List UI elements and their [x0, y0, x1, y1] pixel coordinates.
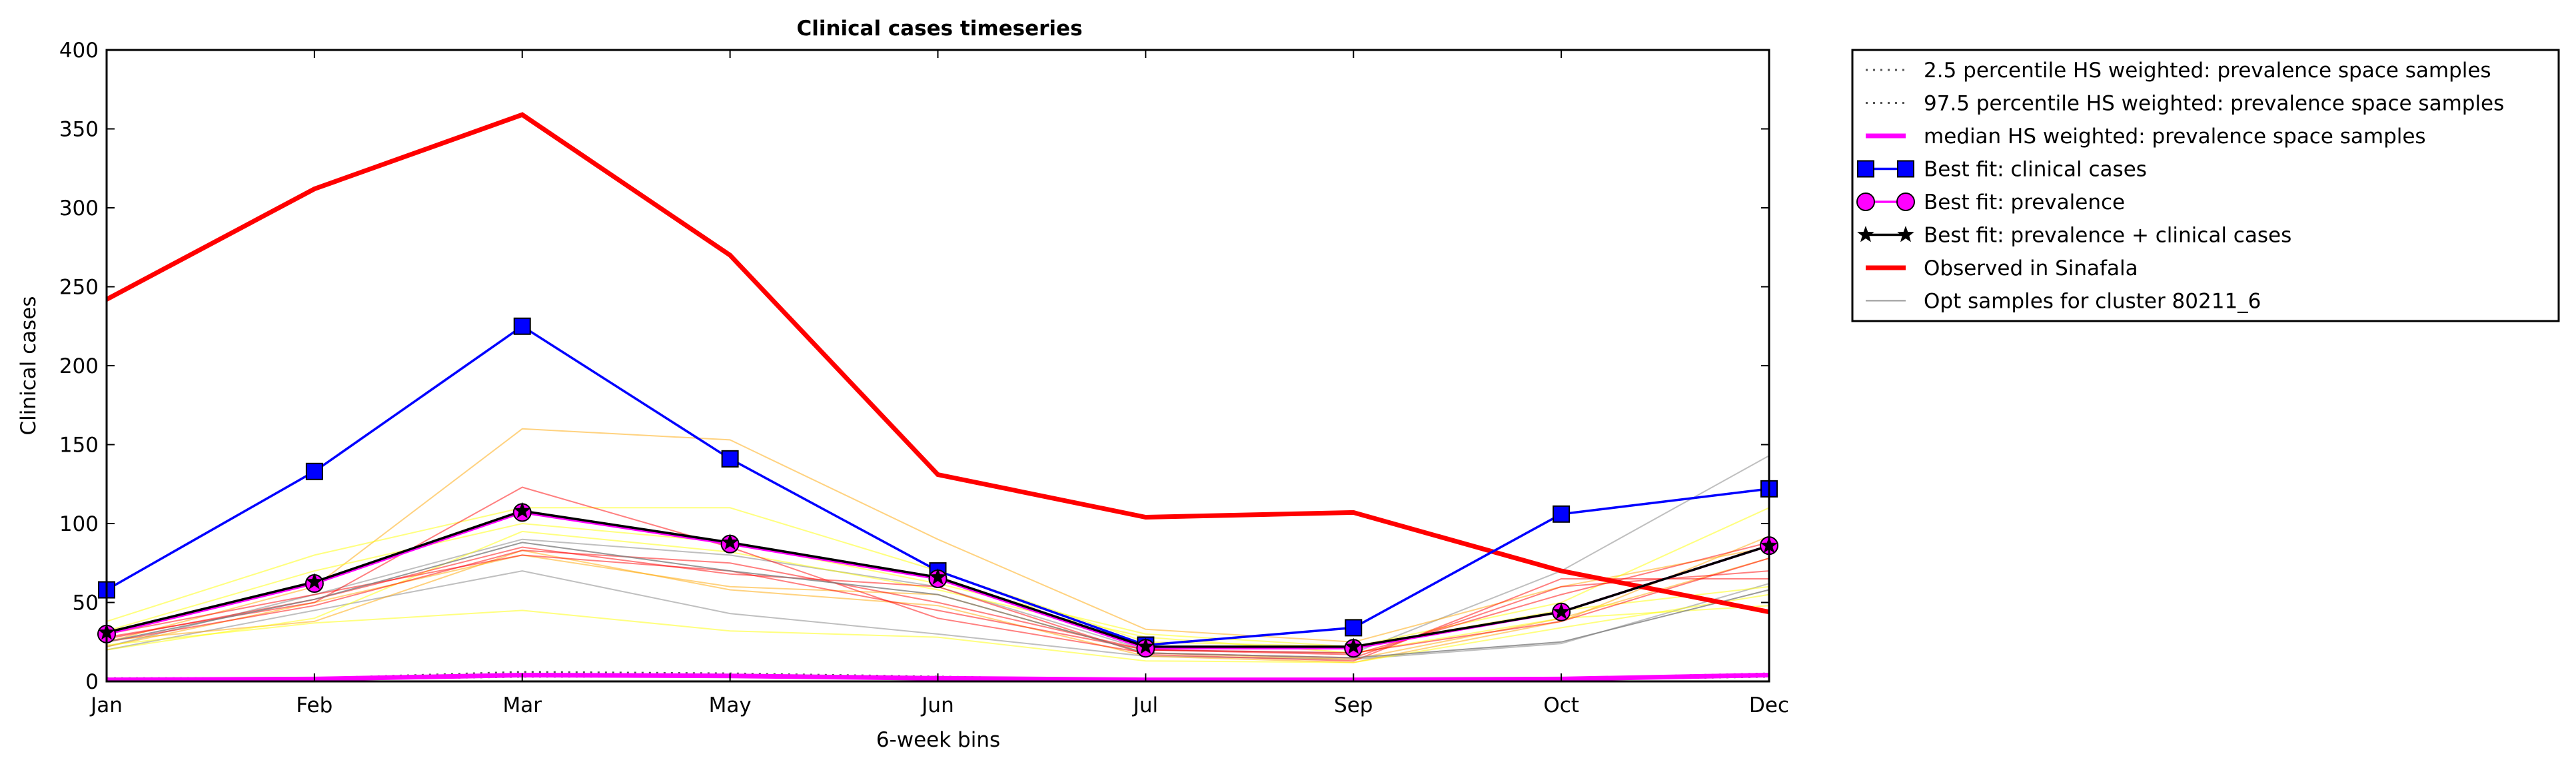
- legend-best-fit-prevalence-marker: [1896, 193, 1915, 211]
- legend-box: [1851, 49, 2560, 322]
- series-best-fit-clinical-cases-point: [305, 462, 323, 480]
- x-tick-label: Oct: [1543, 693, 1579, 717]
- y-tick-label: 50: [73, 591, 99, 615]
- legend-best-fit-clinical-cases-marker: [1897, 160, 1914, 178]
- y-axis: 0 50 100 150 200 250 300 350 400: [59, 39, 1769, 694]
- x-tick-label: Jul: [1132, 693, 1158, 717]
- opt-sample-line: [106, 530, 1770, 654]
- chart-title: Clinical cases timeseries: [796, 17, 1082, 41]
- opt-sample-line: [106, 536, 1770, 663]
- legend-best-fit-prevalence-clinical-cases-marker: [1857, 226, 1874, 242]
- y-tick-label: 400: [59, 39, 99, 63]
- series-best-fit-clinical-cases-point: [721, 450, 739, 468]
- legend-best-fit-prevalence-label: Best fit: prevalence: [1924, 191, 2125, 214]
- series-best-fit-prevalence-clinical-cases-point: [1345, 637, 1363, 654]
- series-best-fit-clinical-cases-point: [513, 317, 531, 335]
- y-tick-label: 150: [59, 434, 99, 458]
- series-opt-samples-for-cluster-80211-6-line: [106, 542, 1770, 659]
- series-best-fit-prevalence-clinical-cases-point: [513, 502, 531, 518]
- opt-sample-line: [106, 428, 1770, 643]
- legend-best-fit-prevalence-marker: [1856, 193, 1875, 211]
- legend-97-5-percentile-hs-weighted-prevalence-space-samples-label: 97.5 percentile HS weighted: prevalence …: [1924, 92, 2504, 116]
- x-tick-label: Dec: [1749, 693, 1789, 717]
- legend-best-fit-clinical-cases-marker: [1857, 160, 1874, 178]
- series-best-fit-prevalence-clinical-cases-point: [929, 568, 947, 585]
- series-best-fit-prevalence-clinical-cases-point: [306, 573, 323, 589]
- legend-2-5-percentile-hs-weighted-prevalence-space-samples-label: 2.5 percentile HS weighted: prevalence s…: [1924, 59, 2491, 83]
- y-tick-label: 300: [59, 196, 99, 220]
- y-tick-label: 100: [59, 512, 99, 536]
- y-tick-label: 200: [59, 354, 99, 378]
- x-tick-label: Jan: [89, 693, 123, 717]
- series-best-fit-prevalence-clinical-cases-point: [1553, 603, 1570, 619]
- x-tick-label: May: [709, 693, 752, 717]
- opt-sample-line: [106, 593, 1770, 663]
- opt-sample-line: [106, 542, 1770, 655]
- legend-best-fit-prevalence-clinical-cases-label: Best fit: prevalence + clinical cases: [1924, 224, 2291, 248]
- series-best-fit-prevalence-clinical-cases-point: [1137, 637, 1155, 654]
- opt-sample-line: [106, 486, 1770, 659]
- x-tick-label: Mar: [503, 693, 542, 717]
- legend-best-fit-prevalence-clinical-cases-marker: [1897, 226, 1914, 242]
- x-tick-label: Jun: [920, 693, 954, 717]
- y-tick-label: 0: [85, 670, 99, 694]
- legend-opt-samples-for-cluster-80211-6-label: Opt samples for cluster 80211_6: [1924, 290, 2261, 314]
- x-tick-label: Feb: [296, 693, 332, 717]
- legend-observed-in-sinafala-label: Observed in Sinafala: [1924, 256, 2138, 280]
- x-tick-label: Sep: [1334, 693, 1373, 717]
- legend: 2.5 percentile HS weighted: prevalence s…: [1851, 49, 2560, 322]
- x-axis-label: 6-week bins: [876, 728, 1000, 752]
- series-best-fit-prevalence-clinical-cases-point: [721, 533, 739, 550]
- legend-best-fit-clinical-cases-label: Best fit: clinical cases: [1924, 158, 2147, 182]
- legend-median-hs-weighted-prevalence-space-samples-label: median HS weighted: prevalence space sam…: [1924, 125, 2426, 149]
- series-best-fit-clinical-cases-point: [1553, 505, 1571, 523]
- y-tick-label: 350: [59, 118, 99, 142]
- y-tick-label: 250: [59, 276, 99, 300]
- opt-sample-lines: [106, 428, 1770, 663]
- series-best-fit-clinical-cases-point: [1345, 619, 1363, 637]
- x-axis: Jan Feb Mar May Jun Jul Sep Oct Dec: [89, 50, 1789, 717]
- y-axis-label: Clinical cases: [17, 296, 41, 435]
